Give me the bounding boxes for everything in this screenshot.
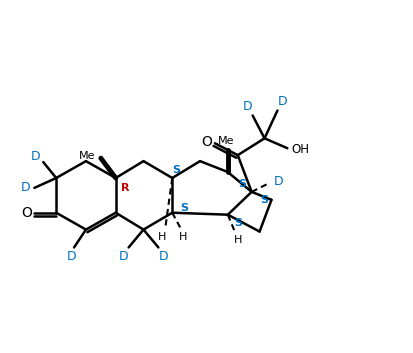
Text: S: S (234, 218, 242, 228)
Text: S: S (261, 195, 268, 205)
Text: O: O (21, 206, 32, 220)
Text: H: H (179, 232, 188, 241)
Text: D: D (159, 250, 168, 263)
Text: R: R (121, 183, 130, 193)
Text: S: S (172, 165, 180, 175)
Text: D: D (31, 150, 40, 163)
Text: Me: Me (79, 151, 95, 161)
Text: D: D (66, 250, 76, 263)
Text: OH: OH (291, 143, 309, 156)
Text: D: D (278, 95, 287, 108)
Text: D: D (274, 175, 283, 189)
Text: H: H (158, 232, 166, 241)
Text: D: D (243, 100, 252, 113)
Text: D: D (21, 181, 30, 195)
Text: H: H (234, 235, 242, 245)
Text: Me: Me (218, 136, 234, 146)
Text: S: S (180, 203, 188, 213)
Text: S: S (239, 179, 247, 189)
Text: O: O (202, 135, 212, 149)
Text: D: D (119, 250, 128, 263)
